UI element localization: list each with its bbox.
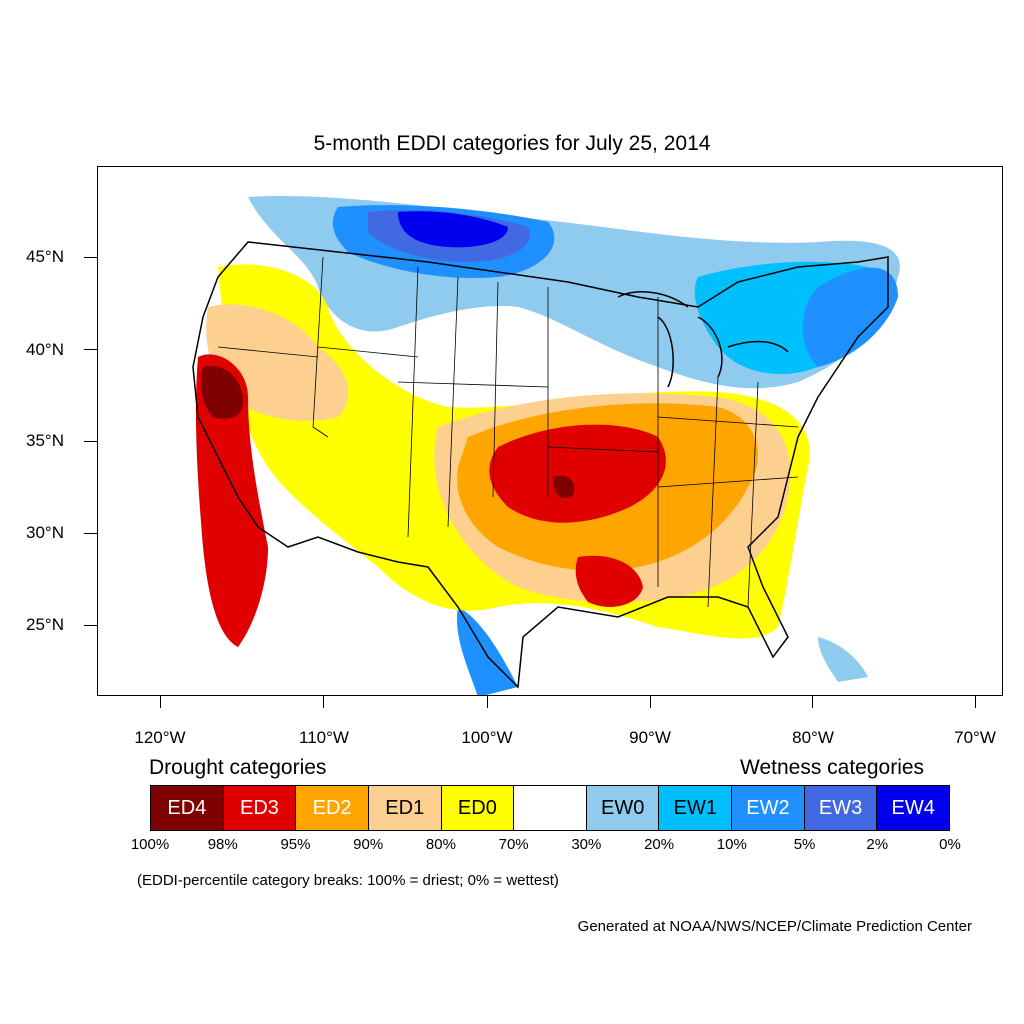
lon-label-100: 100°W [461,728,513,747]
legend-cell-ed2: ED2 [296,786,369,830]
lon-label-110: 110°W [299,728,349,747]
wet-region-ew4 [398,211,508,248]
legend-cell-ew2: EW2 [732,786,805,830]
lat-label-40: 40°N [26,340,64,359]
lon-tick-80 [812,696,814,708]
drought-heading: Drought categories [149,756,327,779]
legend-cell-ed0: ED0 [441,786,515,830]
credit-text: Generated at NOAA/NWS/NCEP/Climate Predi… [577,918,972,935]
percentile-label: 2% [866,836,889,853]
wet-region-texas-coast [457,607,518,695]
lon-tick-70 [975,696,977,708]
lat-label-30: 30°N [26,523,64,542]
category-legend: ED4 ED3 ED2 ED1 ED0 EW0 EW1 EW2 EW3 EW4 [150,785,950,831]
legend-cell-ew1: EW1 [659,786,733,830]
lat-tick-35 [84,441,97,443]
drought-ed3-south [575,555,643,607]
wet-region-ew2-northeast [803,267,898,367]
percentile-label: 0% [939,836,961,853]
lon-tick-120 [160,696,162,708]
legend-cell-ew4: EW4 [877,786,950,830]
legend-note: (EDDI-percentile category breaks: 100% =… [137,872,559,889]
lat-label-45: 45°N [26,247,64,266]
lon-tick-90 [650,696,652,708]
lat-label-25: 25°N [26,615,64,634]
percentile-label: 70% [498,836,529,853]
drought-ed3-central [489,424,666,523]
drought-ed3-west [195,354,268,647]
great-lakes [617,291,789,388]
lon-label-70: 70°W [954,728,996,747]
percentile-label: 100% [130,836,170,853]
lat-tick-30 [84,533,97,535]
lon-label-90: 90°W [629,728,671,747]
percentile-label: 80% [425,836,456,853]
legend-cell-ed3: ED3 [223,786,297,830]
lon-label-80: 80°W [792,728,834,747]
legend-cell-neutral [514,786,587,830]
lat-label-35: 35°N [26,431,64,450]
percentile-label: 95% [280,836,311,853]
drought-ed4-region [201,366,243,419]
lat-tick-25 [84,625,97,627]
legend-cell-ew0: EW0 [586,786,660,830]
state-lines [217,256,799,608]
percentile-label: 20% [644,836,675,853]
lon-label-120: 120°W [134,728,186,747]
percentile-label: 10% [716,836,747,853]
eddi-map [97,166,1003,696]
legend-cell-ew3: EW3 [804,786,878,830]
lon-tick-110 [323,696,325,708]
percentile-label: 90% [353,836,384,853]
wetness-heading: Wetness categories [740,756,925,779]
lon-tick-100 [487,696,489,708]
legend-cell-ed1: ED1 [368,786,442,830]
map-canvas [192,196,900,695]
map-title: 5-month EDDI categories for July 25, 201… [313,132,711,155]
percentile-label: 5% [793,836,816,853]
legend-cell-ed4: ED4 [151,786,224,830]
percentile-label: 30% [571,836,602,853]
percentile-label: 98% [207,836,238,853]
us-outline [192,241,889,689]
lat-tick-45 [84,257,97,259]
drought-ed4-central [553,475,575,498]
lat-tick-40 [84,349,97,351]
wet-region-florida [818,637,868,682]
